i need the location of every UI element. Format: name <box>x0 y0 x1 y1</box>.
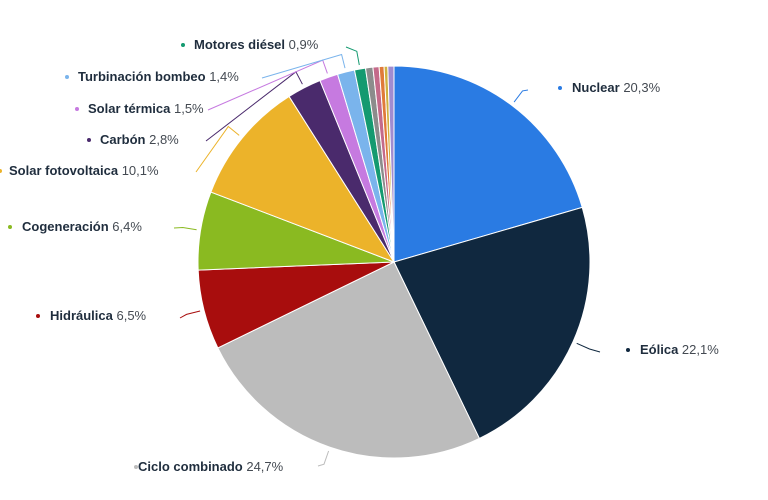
slice-label-text: Solar térmica 1,5% <box>88 101 204 116</box>
leader-line-turbinacion-bombeo <box>261 53 346 79</box>
pie-slice-solar-fotovoltaica[interactable] <box>210 95 396 264</box>
slice-label-text: Cogeneración 6,4% <box>22 219 142 234</box>
slice-label-eolica: Eólica 22,1% <box>626 342 719 357</box>
slice-label-carbon: Carbón 2,8% <box>87 132 179 147</box>
slice-label-text: Carbón 2,8% <box>100 132 179 147</box>
legend-dot-nuclear <box>558 86 562 90</box>
legend-dot-hidraulica <box>36 314 40 318</box>
slice-label-text: Eólica 22,1% <box>640 342 719 357</box>
slice-label-value: 6,4% <box>109 219 143 234</box>
legend-dot-solar-fotovoltaica <box>0 169 2 173</box>
leader-lines <box>173 46 601 467</box>
slice-label-solar-fotovoltaica: Solar fotovoltaica 10,1% <box>0 163 159 178</box>
slice-label-hidraulica: Hidráulica 6,5% <box>36 308 147 323</box>
slice-label-solar-termica: Solar térmica 1,5% <box>75 101 204 116</box>
slice-label-name: Eólica <box>640 342 679 357</box>
slice-label-name: Ciclo combinado <box>138 459 243 474</box>
slice-label-value: 2,8% <box>146 132 180 147</box>
leader-line-ciclo-combinado <box>317 450 330 467</box>
slice-label-value: 1,4% <box>206 69 240 84</box>
slice-labels: Nuclear 20,3% Eólica 22,1% Ciclo combinado… <box>0 37 719 474</box>
slice-label-text: Nuclear 20,3% <box>572 80 661 95</box>
slice-label-name: Nuclear <box>572 80 620 95</box>
slice-label-motores-diesel: Motores diésel 0,9% <box>181 37 319 52</box>
legend-dot-turbinacion-bombeo <box>65 75 69 79</box>
slice-label-value: 22,1% <box>678 342 719 357</box>
slice-label-name: Hidráulica <box>50 308 114 323</box>
legend-dot-carbon <box>87 138 91 142</box>
legend-dot-ciclo-combinado <box>134 465 138 469</box>
leader-line-solar-fotovoltaica <box>195 125 240 173</box>
leader-line-cogeneracion <box>173 226 197 231</box>
slice-label-value: 24,7% <box>243 459 284 474</box>
legend-dot-cogeneracion <box>8 225 12 229</box>
pie-slice-minor-14[interactable] <box>387 65 395 263</box>
slice-label-turbinacion-bombeo: Turbinación bombeo 1,4% <box>65 69 239 84</box>
slice-label-value: 20,3% <box>620 80 661 95</box>
leader-line-hidraulica <box>179 310 201 319</box>
legend-dot-eolica <box>626 348 630 352</box>
leader-line-eolica <box>576 342 601 353</box>
slice-label-value: 0,9% <box>285 37 319 52</box>
slice-label-value: 6,5% <box>113 308 147 323</box>
slice-label-text: Motores diésel 0,9% <box>194 37 319 52</box>
slice-label-text: Hidráulica 6,5% <box>50 308 147 323</box>
pie-slice-nuclear[interactable] <box>393 65 583 263</box>
legend-dot-motores-diesel <box>181 43 185 47</box>
pie-slice-ciclo-combinado[interactable] <box>217 261 481 459</box>
slice-label-text: Ciclo combinado 24,7% <box>138 459 284 474</box>
slice-label-text: Solar fotovoltaica 10,1% <box>9 163 159 178</box>
leader-line-nuclear <box>513 89 529 103</box>
slice-label-ciclo-combinado: Ciclo combinado 24,7% <box>134 459 284 474</box>
slice-label-cogeneracion: Cogeneración 6,4% <box>8 219 142 234</box>
slice-label-value: 1,5% <box>170 101 204 116</box>
slice-label-nuclear: Nuclear 20,3% <box>558 80 661 95</box>
pie-slices <box>197 65 591 459</box>
leader-line-motores-diesel <box>345 46 360 66</box>
legend-dot-solar-termica <box>75 107 79 111</box>
slice-label-name: Turbinación bombeo <box>78 69 206 84</box>
pie-slice-eolica[interactable] <box>393 206 591 440</box>
slice-label-text: Turbinación bombeo 1,4% <box>78 69 239 84</box>
slice-label-name: Carbón <box>100 132 146 147</box>
slice-label-name: Cogeneración <box>22 219 109 234</box>
slice-label-name: Solar térmica <box>88 101 171 116</box>
slice-label-value: 10,1% <box>118 163 159 178</box>
slice-label-name: Solar fotovoltaica <box>9 163 119 178</box>
slice-label-name: Motores diésel <box>194 37 285 52</box>
